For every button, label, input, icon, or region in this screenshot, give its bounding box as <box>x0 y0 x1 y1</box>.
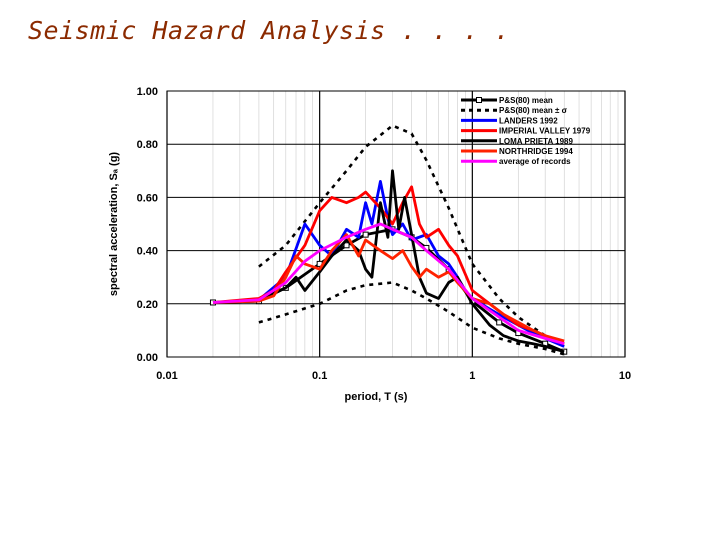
legend-marker <box>476 97 482 103</box>
legend-label: LOMA PRIETA 1989 <box>499 137 573 146</box>
legend-label: IMPERIAL VALLEY 1979 <box>499 127 591 136</box>
series-marker <box>343 242 350 249</box>
legend-label: average of records <box>499 157 571 166</box>
y-tick-label: 0.60 <box>137 192 158 204</box>
plot-frame <box>166 90 626 358</box>
legend-label: LANDERS 1992 <box>499 116 558 125</box>
series-line <box>258 124 565 348</box>
series-line <box>212 233 565 343</box>
y-tick-label: 0.20 <box>137 299 158 311</box>
y-axis-label: spectral acceleration, Sₐ (g) <box>108 152 120 296</box>
legend-label: P&S(80) mean ± σ <box>499 106 568 115</box>
y-tick-label: 0.40 <box>137 246 158 258</box>
y-tick-label: 1.00 <box>137 86 158 98</box>
series-line <box>212 222 565 346</box>
series-marker <box>362 231 369 238</box>
x-tick-label: 0.1 <box>312 370 327 382</box>
y-tick-label: 0.00 <box>137 352 158 364</box>
legend-label: NORTHRIDGE 1994 <box>499 147 573 156</box>
y-tick-label: 0.80 <box>137 139 158 151</box>
x-tick-label: 0.01 <box>156 370 177 382</box>
plot-area: 0.00 0.20 0.40 0.60 0.80 1.00 0.01 0.1 1 10 period… <box>108 86 631 403</box>
series-line <box>212 169 565 354</box>
x-axis-label: period, T (s) <box>345 391 408 403</box>
x-tick-label: 1 <box>469 370 475 382</box>
legend-label: P&S(80) mean <box>499 96 553 105</box>
slide-title: Seismic Hazard Analysis . . . . <box>28 16 511 45</box>
series-marker <box>496 319 503 326</box>
x-tick-label: 10 <box>619 370 631 382</box>
